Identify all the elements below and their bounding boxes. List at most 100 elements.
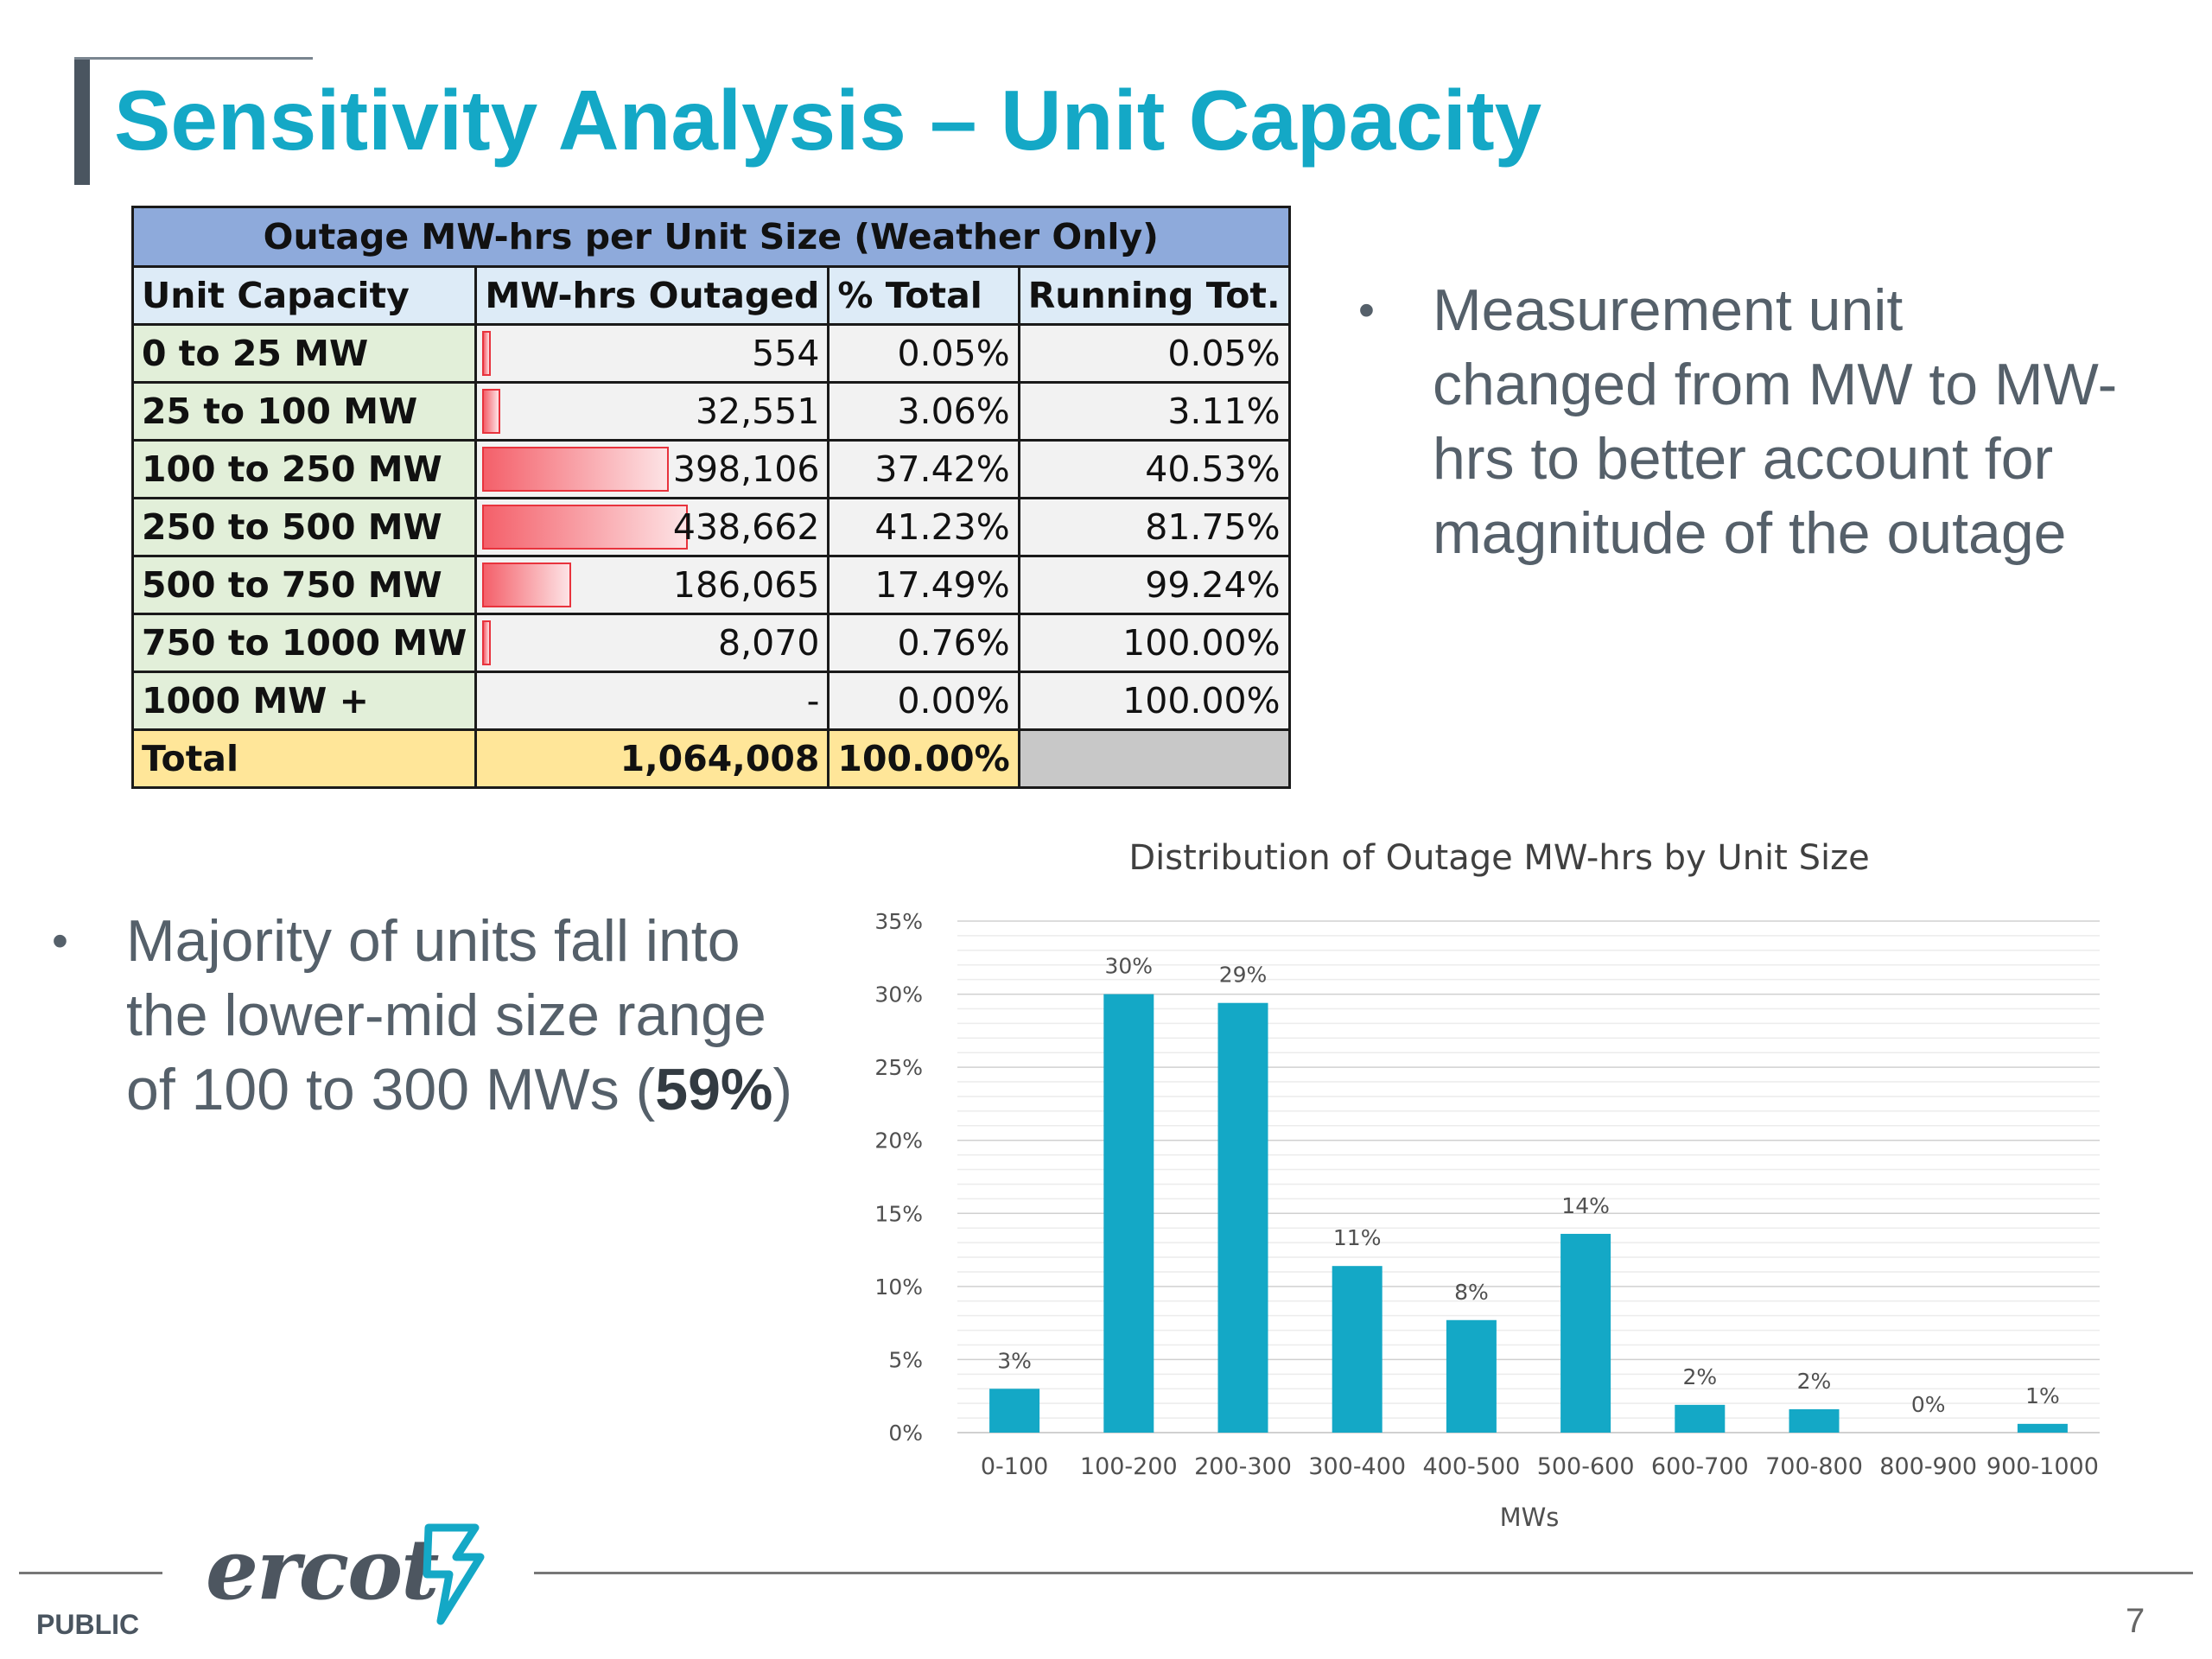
data-bar [482,447,670,492]
x-tick-label: 400-500 [1422,1453,1520,1480]
x-tick-label: 300-400 [1308,1453,1406,1480]
data-bar [482,620,492,665]
bar-500-600 [1560,1233,1611,1433]
bar-700-800 [1789,1408,1840,1433]
cell-unit-capacity: 500 to 750 MW [130,555,478,615]
y-tick-label: 15% [874,1201,923,1226]
bullet-item: • Measurement unit changed from MW to MW… [1358,273,2119,570]
cell-mw-value: 186,065 [672,564,820,606]
cell-running-total: 40.53% [1017,439,1291,499]
total-mw: 1,064,008 [474,728,830,789]
bullet-list-left: • Majority of units fall into the lower-… [52,904,830,1127]
table-row: 250 to 500 MW 438,662 41.23% 81.75% [130,497,1291,557]
y-tick-label: 10% [874,1274,923,1300]
cell-mw-value: 398,106 [672,448,820,490]
data-label: 0% [1911,1392,1946,1417]
table-row: 100 to 250 MW 398,106 37.42% 40.53% [130,439,1291,499]
data-label: 8% [1454,1280,1489,1305]
bar-200-300 [1217,1002,1268,1433]
outage-table: Outage MW-hrs per Unit Size (Weather Onl… [130,206,1291,789]
table-row: 1000 MW + -0.00% 100.00% [130,671,1291,731]
data-label: 2% [1797,1369,1832,1394]
cell-running-total: 3.11% [1017,381,1291,442]
bullet-highlight: 59% [655,1057,773,1122]
footer-rule-left [19,1572,162,1574]
cell-pct-total: 0.76% [827,613,1020,673]
ercot-logo: ercot [206,1521,439,1618]
data-bar [482,389,501,434]
cell-mw-value: - [806,680,820,721]
cell-mw-value: 554 [752,333,820,374]
cell-pct-total: 0.05% [827,323,1020,384]
header-unit-capacity: Unit Capacity [130,265,478,326]
data-label: 29% [1219,963,1268,988]
page-number: 7 [2126,1602,2145,1640]
data-bar [482,505,689,550]
bullet-list-right: • Measurement unit changed from MW to MW… [1358,273,2119,570]
cell-pct-total: 0.00% [827,671,1020,731]
cell-running-total: 100.00% [1017,671,1291,731]
cell-running-total: 100.00% [1017,613,1291,673]
y-tick-label: 0% [888,1421,923,1446]
cell-pct-total: 3.06% [827,381,1020,442]
bar-0-100 [989,1389,1040,1433]
y-tick-label: 5% [888,1347,923,1372]
footer-rule-right [534,1572,2193,1574]
data-label: 2% [1682,1364,1717,1389]
cell-unit-capacity: 250 to 500 MW [130,497,478,557]
header-running-total: Running Tot. [1017,265,1291,326]
table-header-row: Unit Capacity MW-hrs Outaged % Total Run… [130,265,1291,326]
chart-title: Distribution of Outage MW-hrs by Unit Si… [1128,838,1869,878]
x-tick-label: 600-700 [1651,1453,1749,1480]
data-label: 11% [1333,1225,1382,1250]
cell-mw-hrs: - [474,671,830,731]
bar-300-400 [1332,1266,1382,1433]
cell-mw-value: 8,070 [718,622,820,664]
cell-pct-total: 37.42% [827,439,1020,499]
cell-running-total: 0.05% [1017,323,1291,384]
x-tick-label: 700-800 [1765,1453,1863,1480]
data-bar [482,331,492,376]
bar-900-1000 [2017,1423,2068,1433]
data-bar [482,563,572,607]
bullet-text: Measurement unit changed from MW to MW-h… [1433,277,2118,566]
total-pct: 100.00% [827,728,1020,789]
x-tick-label: 500-600 [1537,1453,1635,1480]
cell-mw-hrs: 398,106 [474,439,830,499]
cell-unit-capacity: 750 to 1000 MW [130,613,478,673]
cell-mw-value: 438,662 [672,506,820,548]
cell-mw-value: 32,551 [695,391,820,432]
bullet-text: Majority of units fall into the lower-mi… [126,908,766,1122]
cell-running-total: 99.24% [1017,555,1291,615]
data-label: 14% [1561,1193,1610,1218]
cell-pct-total: 17.49% [827,555,1020,615]
classification-label: PUBLIC [36,1609,140,1640]
x-tick-label: 900-1000 [1986,1453,2099,1480]
ercot-bolt-icon [423,1523,485,1625]
table-total-row: Total 1,064,008 100.00% [130,728,1291,789]
cell-unit-capacity: 0 to 25 MW [130,323,478,384]
distribution-chart: Distribution of Outage MW-hrs by Unit Si… [874,838,2100,1532]
bullet-item: • Majority of units fall into the lower-… [52,904,830,1127]
cell-running-total: 81.75% [1017,497,1291,557]
bar-400-500 [1446,1319,1497,1433]
header-pct-total: % Total [827,265,1020,326]
cell-mw-hrs: 554 [474,323,830,384]
slide-title: Sensitivity Analysis – Unit Capacity [114,73,1542,168]
x-tick-label: 200-300 [1194,1453,1292,1480]
cell-mw-hrs: 186,065 [474,555,830,615]
header-mw-hrs: MW-hrs Outaged [474,265,830,326]
y-tick-label: 35% [874,909,923,934]
cell-unit-capacity: 25 to 100 MW [130,381,478,442]
bar-100-200 [1103,994,1154,1433]
bullet-marker: • [1358,284,1375,336]
x-tick-label: 100-200 [1080,1453,1178,1480]
title-accent-bar [74,57,90,185]
cell-mw-hrs: 8,070 [474,613,830,673]
bullet-marker: • [52,915,68,967]
total-running-empty [1017,728,1291,789]
data-label: 1% [2025,1383,2060,1408]
x-tick-label: 0-100 [981,1453,1048,1480]
x-tick-label: 800-900 [1879,1453,1977,1480]
total-label: Total [130,728,478,789]
